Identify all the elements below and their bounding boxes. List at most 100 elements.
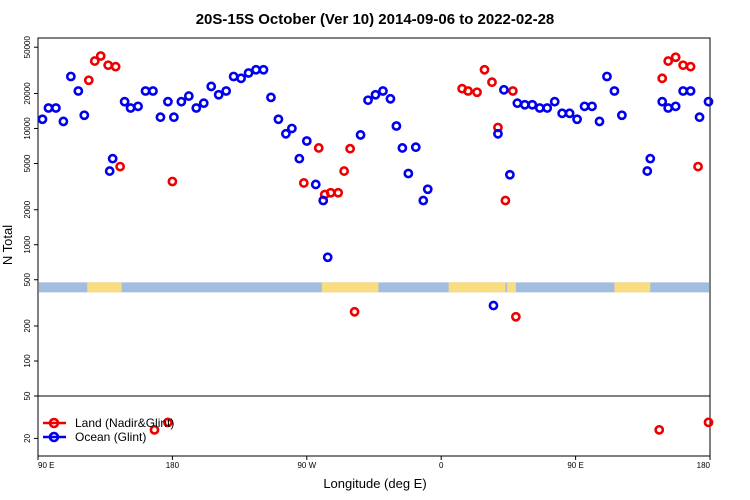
land-point: [500, 195, 511, 206]
ocean-point: [228, 71, 239, 82]
ocean-point: [119, 96, 130, 107]
ocean-point: [579, 101, 590, 112]
ocean-point: [670, 101, 681, 112]
ocean-point: [678, 86, 689, 96]
ocean-point: [322, 252, 333, 263]
ocean-point: [133, 101, 143, 112]
y-tick-label: 1000: [23, 235, 32, 253]
land-point: [678, 60, 689, 71]
land-point: [349, 306, 360, 317]
ocean-point: [168, 112, 179, 123]
land-point: [657, 73, 668, 84]
chart-title: 20S-15S October (Ver 10) 2014-09-06 to 2…: [196, 11, 555, 28]
legend-land-label: Land (Nadir&Glint): [75, 416, 174, 430]
ocean-point: [602, 71, 612, 82]
ocean-point: [385, 93, 396, 104]
ocean-point: [236, 73, 246, 84]
ocean-point: [557, 108, 568, 119]
data-points: [37, 51, 714, 435]
ocean-point: [213, 89, 224, 100]
ocean-point: [370, 89, 381, 100]
ocean-point: [251, 64, 261, 75]
y-tick-label: 20: [23, 433, 32, 442]
ocean-point: [549, 96, 560, 107]
ocean-point: [488, 300, 499, 311]
ocean-point: [534, 103, 545, 113]
ocean-point: [183, 91, 194, 101]
ocean-point: [504, 169, 515, 180]
land-point: [103, 60, 114, 71]
land-point: [510, 311, 521, 322]
land-point: [83, 75, 94, 86]
land-point: [685, 61, 696, 72]
y-tick-label: 5000: [23, 154, 32, 172]
land-point: [313, 143, 324, 153]
ocean-point: [65, 71, 76, 82]
ocean-point: [616, 110, 627, 121]
ocean-point: [572, 114, 582, 125]
ocean-point: [397, 143, 408, 153]
y-tick-label: 100: [23, 354, 32, 368]
ocean-point: [318, 195, 329, 206]
ocean-point: [286, 123, 297, 134]
ocean-point: [410, 142, 421, 153]
ocean-point: [310, 179, 321, 190]
ocean-point: [645, 153, 656, 164]
x-axis-label: Longitude (deg E): [323, 476, 426, 491]
ocean-point: [163, 96, 173, 107]
land-point: [325, 187, 336, 198]
ocean-point: [564, 108, 575, 119]
ocean-point: [191, 103, 202, 113]
ocean-point: [243, 68, 254, 78]
ocean-point: [280, 128, 291, 139]
land-point: [149, 424, 160, 435]
legend-ocean-marker: [48, 431, 60, 443]
x-tick-label: 180: [166, 461, 180, 470]
land-point: [487, 77, 497, 88]
ocean-point: [587, 101, 597, 112]
ocean-point: [258, 64, 269, 75]
land-point: [298, 178, 309, 188]
land-point: [95, 51, 106, 61]
land-band-segment: [448, 282, 506, 293]
ocean-point: [73, 86, 84, 96]
land-point: [663, 56, 674, 66]
land-point: [507, 86, 518, 96]
ocean-point: [140, 86, 151, 96]
x-tick-label: 90 W: [297, 461, 316, 470]
ocean-point: [363, 95, 373, 106]
land-point: [693, 161, 703, 172]
y-tick-label: 200: [23, 319, 32, 333]
land-point: [654, 424, 665, 435]
ocean-point: [206, 81, 217, 92]
y-tick-label: 500: [23, 273, 32, 287]
y-tick-label: 2000: [23, 200, 32, 218]
land-point: [345, 143, 356, 154]
ocean-point: [694, 112, 705, 123]
y-tick-label: 20000: [23, 82, 32, 105]
land-band-segment: [87, 282, 122, 293]
land-point: [339, 166, 350, 176]
ocean-point: [594, 116, 605, 127]
ocean-point: [51, 103, 61, 113]
land-point: [703, 417, 714, 428]
land-point: [472, 87, 482, 98]
ocean-point: [155, 112, 166, 123]
ocean-point: [104, 166, 115, 176]
ocean-point: [273, 114, 284, 125]
y-axis-label: N Total: [0, 225, 15, 265]
legend-land-marker: [48, 417, 60, 429]
ocean-point: [657, 96, 668, 107]
land-point: [163, 417, 173, 428]
ocean-point: [542, 103, 553, 113]
ocean-point: [266, 92, 276, 103]
x-tick-label: 90 E: [567, 461, 583, 470]
land-point: [167, 176, 178, 187]
legend: Land (Nadir&Glint) Ocean (Glint): [43, 416, 174, 444]
ocean-point: [403, 168, 414, 179]
land-point: [89, 56, 100, 66]
ocean-point: [418, 195, 429, 206]
ocean-point: [527, 99, 538, 110]
ocean-point: [703, 96, 714, 107]
